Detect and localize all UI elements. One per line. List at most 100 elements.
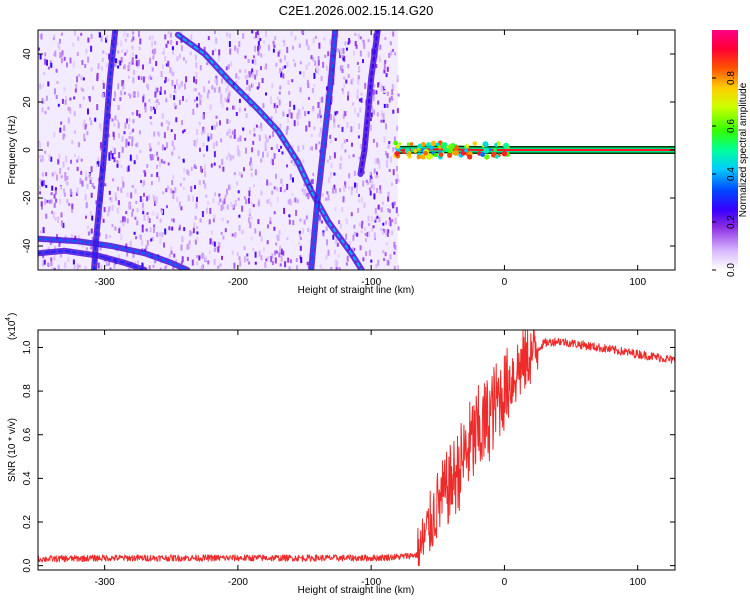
spectrogram-noise-speck (141, 239, 144, 246)
spectrogram-noise-speck (299, 245, 302, 251)
spectrogram-noise-speck (136, 260, 139, 264)
spectrogram-noise-speck (287, 257, 290, 263)
spectrogram-noise-speck (188, 244, 191, 250)
spectrogram-noise-speck (131, 136, 134, 142)
spectrogram-noise-speck (321, 267, 324, 270)
spectrogram-noise-speck (279, 245, 282, 252)
spectrogram-noise-speck (219, 263, 222, 267)
spectrogram-noise-speck (252, 204, 255, 208)
spectrogram-noise-speck (262, 103, 265, 109)
spectrogram-noise-speck (133, 160, 136, 165)
spectrogram-noise-speck (260, 255, 263, 261)
spectrogram-noise-speck (194, 166, 197, 169)
spectrogram-noise-speck (51, 172, 54, 177)
snr-panel: -300 -200 -100 0 100 0.00.20.40.60.81.0 Heig… (5, 313, 676, 596)
spectrogram-noise-speck (211, 125, 214, 130)
spectrogram-noise-speck (106, 35, 109, 40)
spectrogram-noise-speck (253, 36, 256, 40)
spectrogram-noise-speck (196, 129, 199, 135)
spectrogram-noise-speck (131, 140, 134, 147)
spectrogram-noise-speck (136, 142, 139, 148)
spectrogram-noise-speck (394, 52, 397, 56)
carrier-speck (447, 152, 453, 159)
spectrogram-noise-speck (167, 162, 170, 166)
spectrogram-noise-speck (112, 146, 115, 153)
spectrogram-noise-speck (194, 185, 196, 190)
spectrogram-noise-speck (281, 151, 284, 155)
spectrogram-noise-speck (171, 151, 174, 156)
spectrogram-noise-speck (395, 207, 398, 214)
spectrogram-noise-speck (192, 108, 195, 115)
spectrogram-noise-speck (154, 200, 156, 206)
spectrogram-noise-speck (69, 57, 72, 64)
spectrogram-noise-speck (109, 235, 112, 238)
spectrogram-noise-speck (146, 212, 149, 216)
spectrogram-noise-speck (180, 261, 183, 265)
spectrogram-noise-speck (72, 42, 75, 47)
spectrogram-noise-speck (199, 267, 202, 270)
spectrogram-noise-speck (242, 127, 245, 131)
spectrogram-noise-speck (186, 169, 189, 175)
spectrogram-noise-speck (275, 242, 278, 246)
spectrogram-noise-speck (63, 188, 66, 194)
spectrogram-noise-speck (275, 173, 277, 179)
spectrogram-noise-speck (310, 179, 313, 185)
spectrogram-noise-speck (82, 123, 85, 128)
spectrogram-noise-speck (178, 225, 181, 230)
spectrogram-noise-speck (144, 171, 147, 177)
spectrogram-noise-speck (248, 187, 251, 191)
spectrogram-noise-speck (146, 196, 149, 202)
spectrogram-noise-speck (358, 98, 361, 102)
spectrogram-noise-speck (305, 39, 308, 46)
spectrogram-noise-speck (273, 226, 276, 231)
spectrogram-noise-speck (326, 86, 328, 91)
spectrogram-noise-speck (170, 69, 173, 76)
spectrogram-noise-speck (157, 141, 160, 145)
spectrogram-noise-speck (218, 243, 221, 246)
spectrogram-noise-speck (296, 115, 299, 120)
spectrogram-noise-speck (112, 178, 115, 182)
spectrogram-noise-speck (292, 45, 294, 50)
spectrogram-noise-speck (327, 249, 330, 256)
spectrogram-noise-speck (397, 213, 400, 217)
spectrogram-noise-speck (220, 99, 223, 104)
spectrogram-noise-speck (288, 219, 291, 225)
spectrogram-noise-speck (222, 235, 225, 240)
spectrogram-noise-speck (171, 180, 174, 186)
spectrogram-noise-speck (86, 131, 89, 136)
spectrogram-noise-speck (176, 79, 178, 86)
spectrogram-noise-speck (245, 87, 248, 91)
spectrogram-noise-speck (311, 179, 314, 184)
spectrogram-noise-speck (60, 58, 63, 64)
spectrogram-noise-speck (270, 116, 273, 120)
spectrogram-noise-speck (203, 46, 206, 52)
spectrogram-noise-speck (63, 87, 66, 92)
snr-y-tick-label: 0.0 (22, 558, 33, 572)
spectrogram-noise-speck (226, 204, 229, 210)
spectrogram-noise-speck (374, 175, 377, 179)
spectrogram-noise-speck (178, 53, 181, 59)
carrier-speck (425, 143, 429, 147)
spectrogram-noise-speck (317, 56, 320, 61)
spectrogram-noise-speck (383, 69, 386, 74)
spectrogram-noise-speck (330, 267, 333, 270)
spectrogram-noise-speck (199, 147, 201, 152)
spectrogram-noise-speck (290, 31, 293, 37)
spectrogram-noise-speck (171, 226, 174, 231)
spectrogram-noise-speck (342, 196, 345, 203)
spectrogram-noise-speck (148, 265, 151, 270)
spectrogram-noise-speck (341, 143, 344, 149)
spectrogram-noise-speck (376, 112, 379, 117)
spectrogram-noise-speck (73, 111, 76, 117)
spectrogram-noise-speck (212, 197, 215, 203)
spectrogram-noise-speck (286, 114, 289, 118)
spectrogram-noise-speck (51, 210, 54, 214)
spectrogram-noise-speck (265, 30, 267, 37)
spectrogram-noise-speck (111, 205, 114, 212)
spectrogram-noise-speck (235, 112, 238, 116)
spectrogram-noise-speck (172, 190, 175, 194)
spectrogram-noise-speck (196, 103, 199, 108)
spectrogram-noise-speck (132, 128, 135, 132)
spectrogram-noise-speck (337, 254, 340, 258)
spectrogram-noise-speck (73, 154, 76, 158)
